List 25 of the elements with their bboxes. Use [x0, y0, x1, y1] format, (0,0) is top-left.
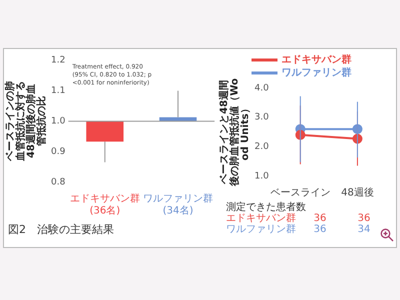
caption: 図2 治験の主要結果	[7, 222, 115, 237]
y-axis-title: ベースラインと48週間後の肺血管抵抗値（Wood Units）	[218, 78, 251, 187]
y-tick-label: 1.0	[254, 171, 270, 182]
y-tick-label: 0.8	[50, 177, 66, 188]
text: 36	[312, 224, 328, 235]
y-tick-label: 3.0	[254, 112, 270, 123]
legend-label: エドキサバン群	[282, 54, 352, 66]
x-tick-label: ベースライン	[270, 188, 330, 199]
y-tick-label: 0.9	[50, 146, 66, 157]
text: 36	[312, 213, 328, 224]
text: エドキサバン群	[225, 213, 297, 224]
y-tick-label: 1.1	[50, 86, 66, 96]
legend-label: ワルファリン群	[282, 66, 352, 79]
x-tick-label: 48週後	[341, 186, 374, 199]
text: 34	[356, 224, 372, 235]
y-tick-label: 1.0	[50, 116, 66, 127]
text: ワルファリン群	[225, 224, 297, 235]
text: 36	[356, 213, 372, 224]
y-tick-label: 2.0	[254, 142, 270, 152]
y-tick-label: 4.0	[254, 83, 270, 94]
x-tick-label: ワルファリン群 (34名)	[143, 192, 213, 217]
y-axis-title: ベースラインの肺血管抵抗に対する48週間後の肺血管抵抗の比	[4, 81, 48, 162]
x-tick-label: エドキサバン群 (36名)	[70, 192, 140, 217]
y-tick-label: 1.2	[50, 56, 66, 66]
text: 測定できた患者数	[225, 202, 307, 213]
